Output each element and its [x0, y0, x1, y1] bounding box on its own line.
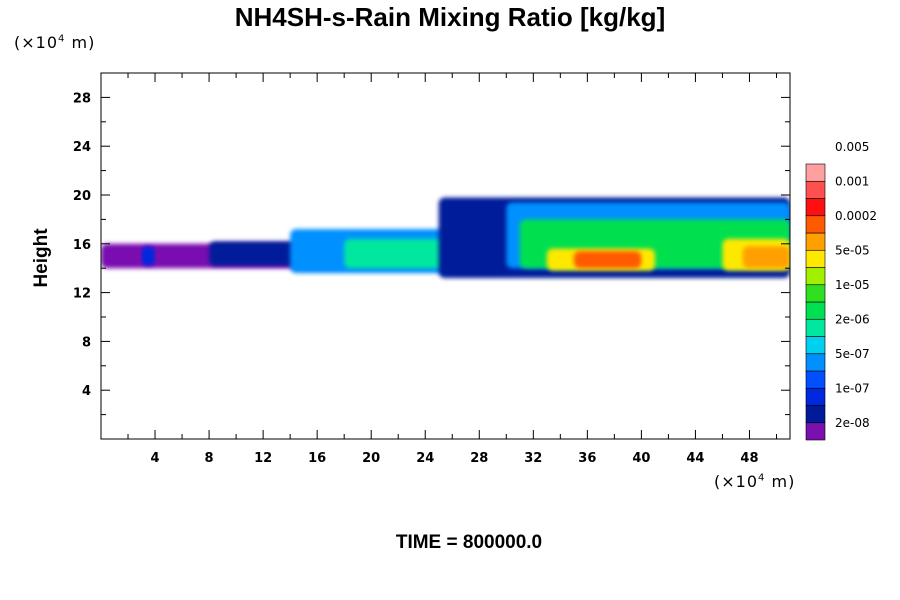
x-tick-label-9: 40 — [632, 451, 650, 466]
colorbar-swatch-12 — [805, 215, 826, 234]
colorbar-label-1: 1e-07 — [835, 381, 870, 395]
y-tick-label-3: 16 — [73, 238, 91, 253]
y-unit-label: (×104 m) — [14, 33, 96, 52]
colorbar-swatch-6 — [805, 318, 826, 337]
colorbar-label-5: 5e-05 — [835, 243, 870, 257]
chart-title: NH4SH-s-Rain Mixing Ratio [kg/kg] — [234, 2, 666, 32]
colorbar-swatch-8 — [805, 284, 826, 303]
colorbar-swatch-11 — [805, 232, 826, 251]
time-footer: TIME = 800000.0 — [395, 532, 543, 553]
y-tick-label-4: 20 — [73, 189, 91, 204]
colorbar: 2e-08 1e-07 5e-07 2e-06 1e-05 5e-05 0.0002 0.00… — [805, 140, 877, 441]
colorbar-swatch-1 — [805, 405, 826, 424]
colorbar-label-2: 5e-07 — [835, 347, 870, 361]
colorbar-swatch-3 — [805, 370, 826, 389]
x-tick-label-1: 8 — [205, 451, 214, 466]
plot-frame — [100, 72, 791, 440]
colorbar-swatch-7 — [805, 301, 826, 320]
x-tick-label-7: 32 — [524, 451, 542, 466]
field-region-9 — [573, 251, 642, 269]
field-region-11 — [742, 246, 790, 269]
y-tick-label-1: 8 — [82, 335, 91, 350]
colorbar-label-8: 0.005 — [835, 140, 869, 154]
field-region-1 — [141, 246, 156, 266]
x-tick-label-2: 12 — [254, 451, 272, 466]
colorbar-swatch-14 — [805, 180, 826, 199]
x-tick-label-6: 28 — [470, 451, 488, 466]
x-tick-label-4: 20 — [362, 451, 380, 466]
y-tick-label-0: 4 — [82, 384, 91, 399]
colorbar-swatch-2 — [805, 387, 826, 406]
x-tick-label-0: 4 — [151, 451, 160, 466]
colorbar-label-4: 1e-05 — [835, 278, 870, 292]
y-tick-label-5: 24 — [73, 140, 91, 155]
y-axis: 4 8 12 16 20 24 28 — [73, 72, 790, 416]
colorbar-label-6: 0.0002 — [835, 209, 877, 223]
x-tick-label-8: 36 — [578, 451, 596, 466]
x-tick-label-11: 48 — [740, 451, 758, 466]
y-tick-label-2: 12 — [73, 287, 91, 302]
colorbar-swatch-4 — [805, 353, 826, 372]
colorbar-label-0: 2e-08 — [835, 416, 870, 430]
colorbar-swatch-0 — [805, 422, 826, 441]
colorbar-label-3: 2e-06 — [835, 312, 870, 326]
x-tick-label-5: 24 — [416, 451, 434, 466]
x-unit-label: (×104 m) — [714, 472, 796, 491]
x-axis: 4 8 12 16 20 24 28 32 36 40 44 48 — [127, 73, 777, 466]
x-tick-label-10: 44 — [686, 451, 704, 466]
colorbar-swatch-13 — [805, 198, 826, 217]
colorbar-label-7: 0.001 — [835, 174, 869, 188]
colorbar-swatch-10 — [805, 249, 826, 268]
y-tick-label-6: 28 — [73, 91, 91, 106]
x-tick-label-3: 16 — [308, 451, 326, 466]
colorbar-swatch-15 — [805, 163, 826, 182]
colorbar-swatch-9 — [805, 267, 826, 286]
contour-field — [101, 197, 790, 278]
colorbar-swatch-5 — [805, 336, 826, 355]
